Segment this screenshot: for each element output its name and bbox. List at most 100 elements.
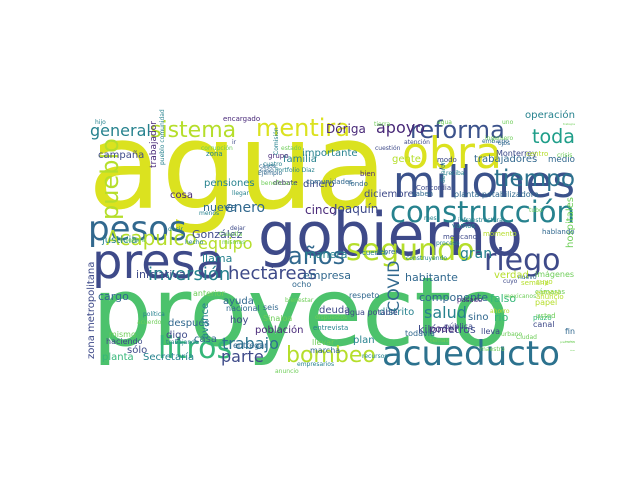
word-pueblo-comunidad: pueblo comunidad: [159, 109, 166, 165]
word-gente: gente: [392, 154, 421, 165]
word-enero: enero: [225, 200, 265, 216]
word-falso: falso: [490, 292, 516, 305]
word-nueva: nueva: [203, 201, 237, 214]
word-doriga: Dóriga: [326, 122, 366, 136]
word-decir: decir: [168, 226, 183, 233]
word-trabajos: trabajos: [563, 122, 575, 126]
word-cuatro: cuatro: [263, 161, 282, 168]
word-febrero: febrero: [377, 248, 402, 256]
word-cuyo: cuyo: [536, 278, 553, 286]
word-operacion: operación: [525, 109, 575, 121]
word-encargado: encargado: [223, 115, 260, 123]
word-plan: plan: [353, 335, 375, 346]
word-agua: agua: [437, 119, 452, 126]
word-hospitales: hospitales: [565, 197, 576, 248]
word-saben: saben: [412, 190, 433, 198]
word-inversion: inversión: [148, 264, 230, 285]
word-anterior: anterior: [193, 289, 225, 298]
word-llegar: llegar: [232, 190, 250, 197]
word-trabajando: trabajando: [166, 339, 199, 346]
word-nacional: nacional: [226, 304, 260, 313]
word-parte: parte: [221, 347, 264, 366]
word-avance: avance: [200, 303, 211, 339]
word-acueducto: acueducto: [382, 334, 560, 374]
word-llevar: llevar: [312, 338, 335, 347]
word-vamos: vamos: [452, 222, 476, 230]
word-concordia: Concordia: [416, 184, 451, 192]
word-proceso: proceso: [436, 240, 460, 247]
word-estatal: estatal: [536, 289, 560, 297]
word-general: general: [90, 121, 151, 140]
word-joaquin: Joaquín: [333, 202, 378, 216]
word-trabajadores: trabajadores: [474, 154, 537, 165]
word-publica: pública: [444, 322, 473, 331]
word-ingeniero: ingeniero: [485, 135, 513, 142]
word-hectareas: hectáreas: [228, 263, 317, 284]
word-ir: ir: [232, 139, 237, 146]
word-embargo: embargo: [482, 138, 509, 145]
word-cuestion: cuestión: [375, 145, 401, 152]
word-casa: casa: [194, 334, 217, 345]
word-manera: manera: [305, 248, 347, 261]
word-tierra: tierra: [374, 121, 391, 128]
word-plazo: plazo: [533, 314, 552, 322]
word-rio: río: [494, 311, 509, 324]
word-planta-potabilizadora: planta potabilizadora: [454, 190, 539, 199]
word-caso: caso: [260, 167, 274, 174]
word-atencion: atención: [404, 139, 430, 146]
word-todavia: todavía: [405, 329, 435, 338]
word-cuenca: cuenca: [362, 249, 387, 257]
word-gonzalez: González: [192, 228, 243, 241]
word-entrevista: entrevista: [313, 324, 348, 332]
word-cuyo: cuyo: [503, 278, 518, 285]
word-comunidades: comunidades: [306, 178, 353, 186]
word-proyecto: proyecto: [92, 258, 510, 368]
word-sino: sino: [468, 312, 488, 323]
word-corrupcion: corrupción: [201, 145, 233, 152]
word-dispuestos: dispuestos: [315, 314, 347, 321]
word-bienestar: bienestar: [285, 297, 314, 304]
word-temas: temas: [430, 337, 449, 344]
word-ayuda: ayuda: [223, 296, 254, 307]
word-planta: planta: [102, 352, 134, 363]
word-nuevo: nuevo: [518, 274, 537, 281]
word-semana: semana: [521, 279, 549, 287]
word-usted: usted: [536, 312, 556, 320]
word-imagenes: imágenes: [535, 270, 574, 279]
word-poblacion: población: [255, 324, 303, 336]
word-hecho: hecho: [185, 239, 204, 246]
word-ocho: ocho: [292, 280, 311, 289]
word-sinaloa: Sinaloa: [263, 314, 292, 323]
word-distrito: distrito: [379, 307, 414, 318]
word-mexicano: mexicano: [443, 233, 477, 241]
word-construyendo: construyendo: [406, 255, 447, 262]
word-cinco: cinco: [305, 203, 336, 217]
word-entregar: entregar: [233, 341, 268, 350]
word-deuda: deuda: [319, 305, 350, 316]
word-pensiones: pensiones: [204, 178, 255, 189]
word-cosa: cosa: [170, 190, 193, 201]
word-recursos: recursos: [362, 353, 388, 360]
word-acapulco: Acapulco: [106, 226, 197, 250]
word-dejaron: dejaron: [440, 160, 447, 183]
word-segundo: segundo: [346, 233, 475, 268]
word-equipo: equipo: [198, 234, 253, 253]
cloud-background: [80, 105, 568, 370]
word-debate: debate: [273, 179, 298, 187]
word-urbano: urbano: [501, 331, 523, 338]
word-hoy: hoy: [230, 315, 248, 326]
word-hijo: hijo: [95, 119, 106, 126]
word-anuncio: anuncio: [275, 368, 299, 375]
word-presa: presa: [92, 234, 225, 290]
word-zona: zona: [206, 150, 223, 158]
word-modo: modo: [437, 156, 457, 164]
word-importante: importante: [302, 148, 358, 159]
word-kilometros: kilómetros: [418, 323, 476, 336]
word-bien: bien: [360, 170, 375, 178]
word-uno: uno: [502, 119, 514, 126]
word-gobierno: gobierno: [258, 200, 523, 270]
word-agua-potable: agua potable: [345, 308, 398, 317]
word-riego: riego: [484, 243, 561, 278]
word-tubo: tubo: [529, 207, 543, 214]
word-beneficiaria: beneficiaria: [261, 180, 297, 187]
